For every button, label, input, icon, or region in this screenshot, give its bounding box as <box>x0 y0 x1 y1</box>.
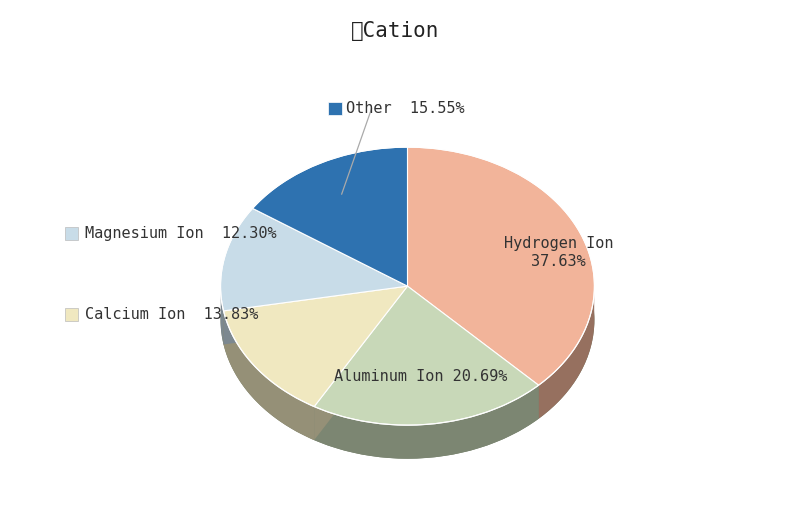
Polygon shape <box>314 286 407 440</box>
Polygon shape <box>314 286 539 425</box>
Polygon shape <box>252 147 407 286</box>
Polygon shape <box>224 311 314 440</box>
Text: ①Cation: ①Cation <box>351 21 440 41</box>
Bar <box>65 227 78 240</box>
Text: Aluminum Ion 20.69%: Aluminum Ion 20.69% <box>334 369 507 384</box>
Text: Magnesium Ion  12.30%: Magnesium Ion 12.30% <box>85 226 277 241</box>
Text: Calcium Ion  13.83%: Calcium Ion 13.83% <box>85 307 259 322</box>
Bar <box>65 308 78 321</box>
Polygon shape <box>224 286 407 344</box>
Bar <box>328 102 342 115</box>
Ellipse shape <box>221 181 594 458</box>
Text: Other  15.55%: Other 15.55% <box>346 101 465 116</box>
Polygon shape <box>539 279 594 419</box>
Polygon shape <box>221 280 224 344</box>
Polygon shape <box>221 208 407 311</box>
Polygon shape <box>407 286 539 419</box>
Polygon shape <box>407 147 594 385</box>
Polygon shape <box>314 385 539 458</box>
Polygon shape <box>407 286 539 419</box>
Text: Hydrogen Ion
37.63%: Hydrogen Ion 37.63% <box>504 237 613 269</box>
Polygon shape <box>224 286 407 344</box>
Polygon shape <box>314 286 407 440</box>
Polygon shape <box>224 286 407 406</box>
